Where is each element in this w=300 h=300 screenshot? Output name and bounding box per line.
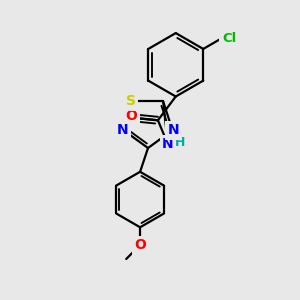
Text: N: N: [117, 123, 128, 137]
Text: H: H: [175, 136, 185, 148]
Text: N: N: [168, 123, 179, 137]
Text: O: O: [134, 238, 146, 252]
Text: S: S: [126, 94, 136, 108]
Text: N: N: [162, 137, 174, 151]
Text: O: O: [125, 109, 137, 123]
Text: Cl: Cl: [222, 32, 236, 44]
